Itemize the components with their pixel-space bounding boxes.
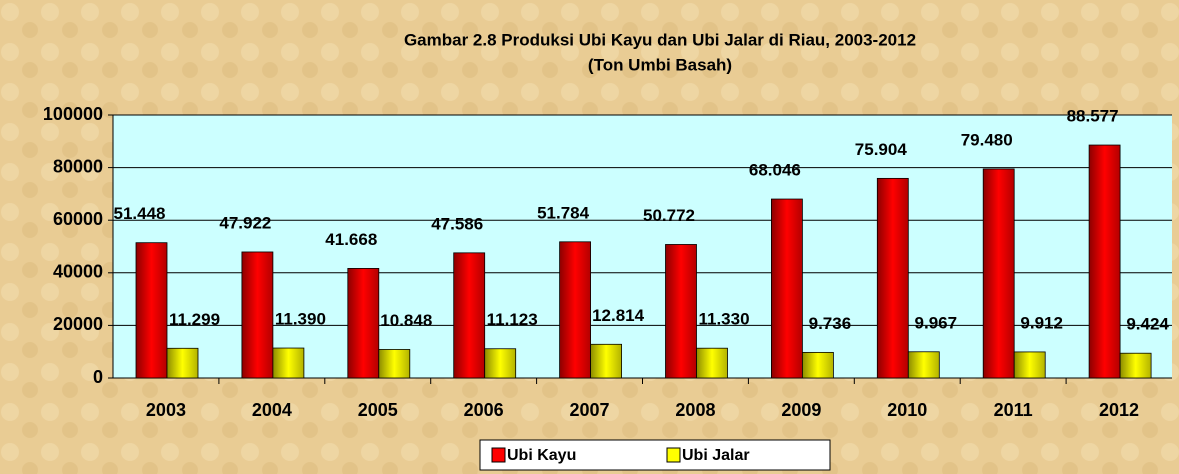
x-tick-label: 2012 [1099,400,1139,420]
data-label: 79.480 [961,130,1013,149]
y-tick-label: 80000 [53,156,103,176]
data-label: 68.046 [749,161,801,180]
chart-subtitle: (Ton Umbi Basah) [588,55,732,74]
legend-label: Ubi Kayu [507,447,576,464]
bar [135,242,168,379]
bar [771,198,803,379]
data-label: 9.912 [1020,313,1063,332]
bar [347,268,380,379]
bar [166,347,199,379]
bar [272,347,305,379]
x-tick-label: 2011 [994,400,1033,420]
bar [590,343,622,379]
data-label: 51.784 [537,203,590,222]
data-label: 10.848 [380,311,432,330]
x-tick-label: 2003 [146,400,186,420]
bar [559,241,591,379]
y-tick-label: 100000 [43,104,103,124]
data-label: 11.330 [698,310,749,329]
x-tick-label: 2006 [464,400,504,420]
legend-swatch [491,447,506,463]
data-label: 88.577 [1067,107,1119,126]
bar [982,168,1015,379]
data-label: 47.586 [431,214,483,233]
data-label: 11.299 [169,310,220,329]
data-label: 11.390 [275,310,326,329]
bar [484,348,517,379]
chart-title: Gambar 2.8 Produksi Ubi Kayu dan Ubi Jal… [404,30,916,49]
legend [479,439,831,471]
bar [1088,144,1121,379]
legend-swatch [666,447,681,463]
data-label: 12.814 [592,306,645,325]
data-label: 51.448 [114,204,166,223]
y-tick-label: 0 [93,367,103,387]
bar [876,177,909,379]
x-tick-label: 2005 [358,400,398,420]
bar [907,351,940,379]
data-label: 47.922 [219,213,271,232]
bar [378,349,411,379]
bar [665,244,697,379]
data-label: 9.424 [1126,315,1169,334]
x-tick-label: 2008 [675,400,715,420]
bar [453,252,486,379]
bar [1119,352,1152,379]
data-label: 11.123 [487,310,538,329]
data-label: 75.904 [855,140,908,159]
x-tick-label: 2007 [570,400,610,420]
data-label: 9.736 [809,314,852,333]
bar [241,251,274,379]
data-label: 50.772 [643,206,695,225]
y-tick-label: 40000 [53,262,103,282]
y-tick-label: 60000 [53,209,103,229]
x-tick-label: 2009 [781,400,821,420]
legend-label: Ubi Jalar [682,447,750,464]
bar [802,351,834,379]
bar [1013,351,1046,379]
bar [696,347,728,379]
x-tick-label: 2010 [887,400,927,420]
data-label: 9.967 [915,313,958,332]
x-tick-label: 2004 [252,400,292,420]
data-label: 41.668 [325,230,377,249]
y-tick-label: 20000 [53,314,103,334]
